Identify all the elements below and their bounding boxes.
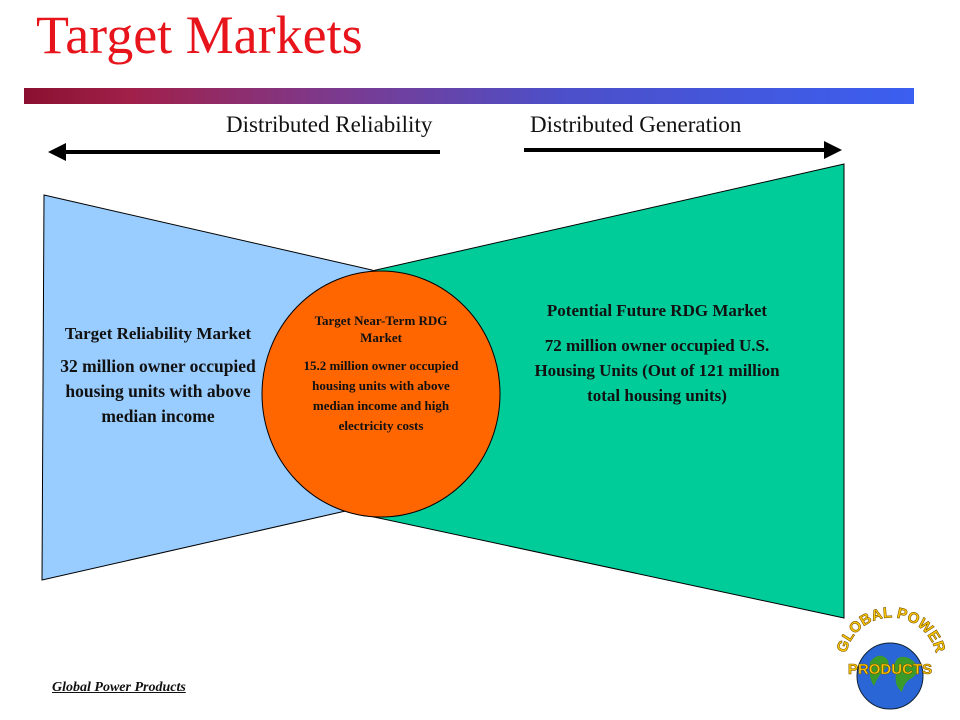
right-arrow xyxy=(524,141,842,159)
near-term-market-body: 15.2 million owner occupied housing unit… xyxy=(303,358,459,433)
future-market-body: 72 million owner occupied U.S. Housing U… xyxy=(534,336,780,405)
footer-company-name: Global Power Products xyxy=(52,680,186,695)
near-term-market-heading: Target Near-Term RDG Market xyxy=(314,313,448,345)
slide-title: Target Markets xyxy=(36,5,363,65)
near-term-market-text: Target Near-Term RDG Market 15.2 million… xyxy=(300,312,462,436)
reliability-market-heading: Target Reliability Market xyxy=(64,324,252,343)
reliability-market-text: Target Reliability Market 32 million own… xyxy=(52,322,264,429)
title-underline-bar xyxy=(24,88,914,104)
distributed-reliability-label: Distributed Reliability xyxy=(226,112,433,137)
left-arrow xyxy=(48,143,440,161)
logo-text-bottom: PRODUCTS xyxy=(848,661,932,678)
global-power-logo: GLOBAL POWER PRODUCTS xyxy=(833,604,949,710)
future-market-text: Potential Future RDG Market 72 million o… xyxy=(528,298,786,408)
reliability-market-body: 32 million owner occupied housing units … xyxy=(60,356,256,426)
distributed-generation-label: Distributed Generation xyxy=(530,112,742,137)
future-market-heading: Potential Future RDG Market xyxy=(546,301,768,320)
near-term-market-circle xyxy=(261,270,501,518)
